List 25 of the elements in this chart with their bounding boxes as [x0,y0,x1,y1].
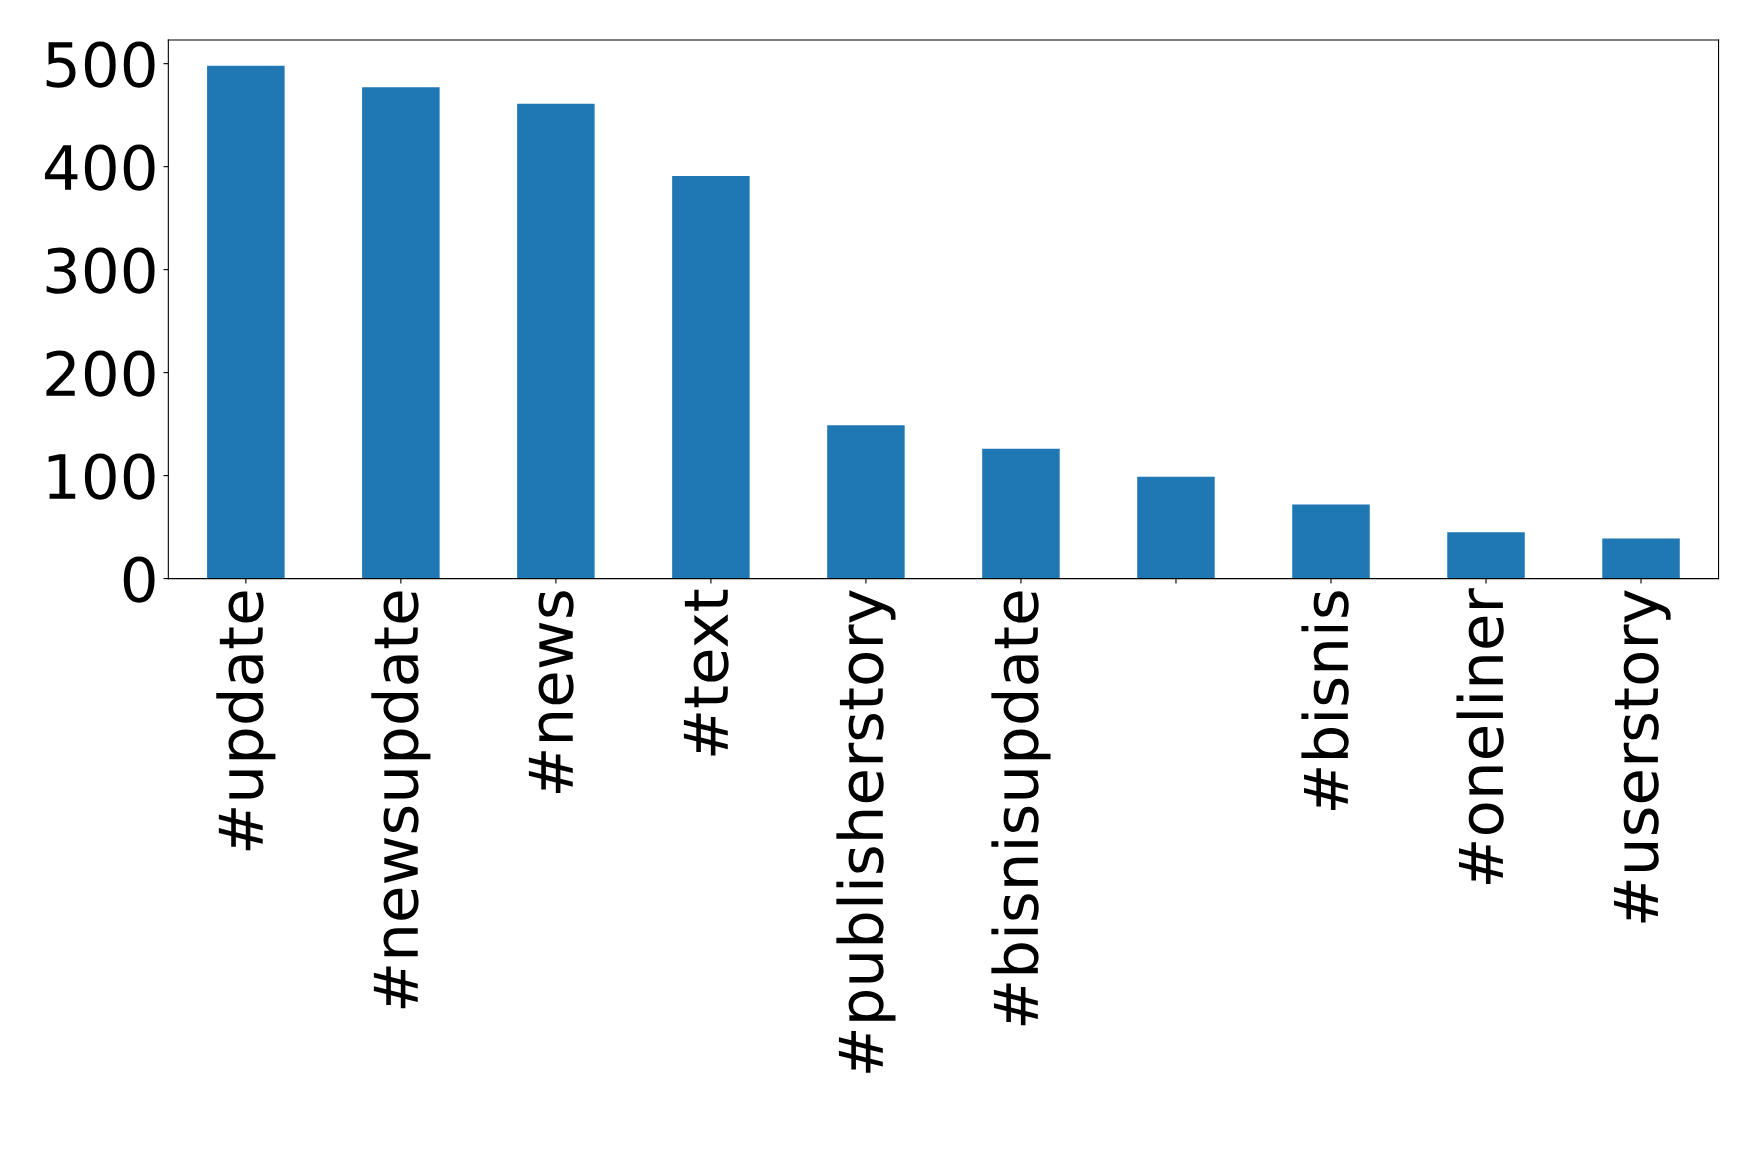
bar [207,65,285,579]
bar [982,448,1060,579]
bar [1292,504,1370,579]
bar [517,103,595,579]
x-tick-label: #news [528,591,574,793]
x-tick-label: #publisherstory [836,590,896,1073]
y-tick-label: 400 [44,144,155,191]
bar [1447,532,1525,579]
y-tick-label: 100 [48,453,155,500]
bar [1602,538,1680,579]
y-tick-label: 500 [46,41,155,88]
y-tick-label: 200 [46,350,155,397]
x-tick-label: #bisnis [1301,591,1349,810]
y-tick-label: 300 [46,247,155,294]
x-tick-label: #update [216,591,276,851]
x-tick-label: #oneliner [1456,588,1504,884]
bar [1137,476,1215,579]
x-tick-label: #userstory [1614,590,1671,923]
x-tick-label: #newsupdate [371,591,431,1009]
bar [827,425,905,579]
bar [362,87,440,579]
x-tick-label: #text [683,589,729,756]
x-tick-label: #bisnisupdate [991,591,1051,1026]
bar [672,175,750,579]
y-tick-label: 0 [123,556,155,603]
